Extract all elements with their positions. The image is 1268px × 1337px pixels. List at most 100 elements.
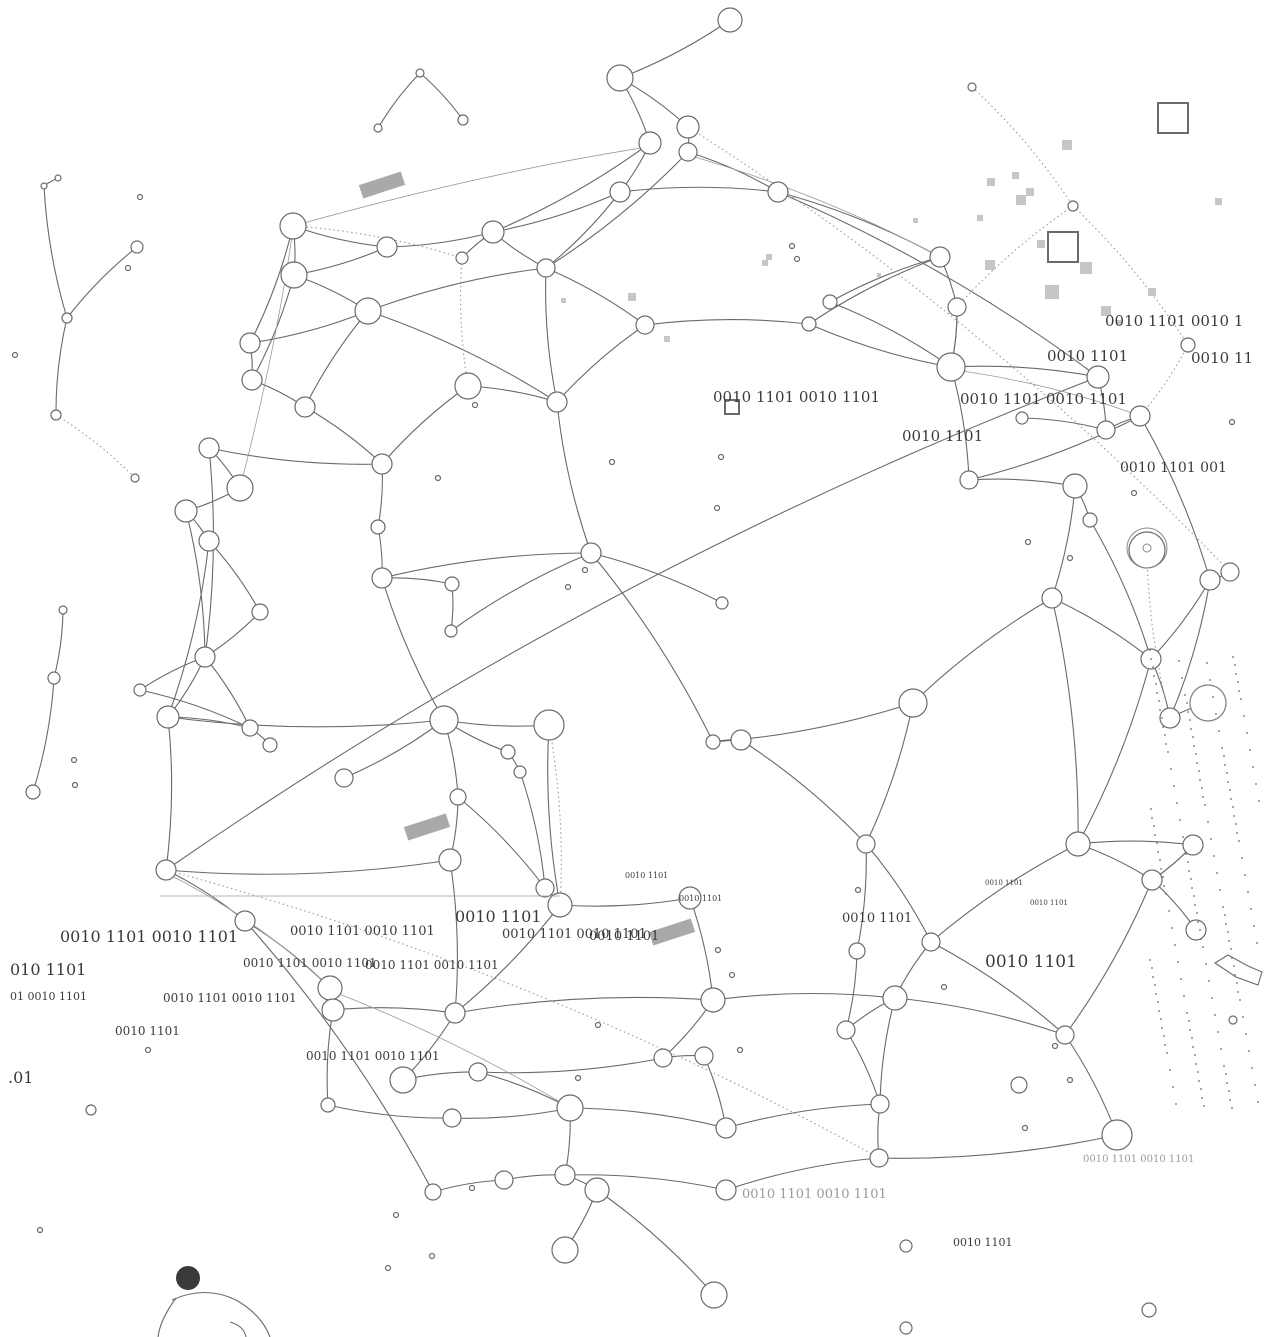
network-node [679, 143, 697, 161]
gray-square [977, 215, 983, 221]
network-node [1066, 832, 1090, 856]
outline-square [1158, 103, 1188, 133]
stipple-dot [1225, 923, 1227, 925]
network-edge [969, 479, 1075, 486]
network-node [857, 835, 875, 853]
network-node [1042, 588, 1062, 608]
network-edge [378, 73, 420, 128]
network-node [335, 769, 353, 787]
stipple-dot [1177, 961, 1179, 963]
stipple-dot [1200, 1088, 1202, 1090]
network-node [937, 353, 965, 381]
network-node [458, 115, 468, 125]
network-node [948, 298, 966, 316]
stipple-dot [1213, 855, 1215, 857]
stipple-dot [1226, 1082, 1228, 1084]
stipple-dot [1207, 821, 1209, 823]
stipple-dot [1250, 908, 1252, 910]
network-node [321, 1098, 335, 1112]
square-layer [160, 103, 1226, 945]
network-node [455, 373, 481, 399]
network-edge [166, 870, 245, 921]
network-edge [688, 152, 778, 192]
speck-node [38, 1228, 43, 1233]
network-edge [444, 720, 549, 726]
network-node [445, 1003, 465, 1023]
speck-node [13, 353, 18, 358]
network-node [922, 933, 940, 951]
network-node [131, 474, 139, 482]
stipple-dot [1151, 817, 1153, 819]
stipple-dot [1227, 931, 1229, 933]
stipple-dot [1199, 779, 1201, 781]
stipple-dot [1186, 1012, 1188, 1014]
binary-label: 0010 1101 0010 1101 [713, 388, 880, 406]
stipple-dot [1230, 798, 1232, 800]
stipple-dot [1234, 664, 1236, 666]
stipple-dot [1160, 1018, 1162, 1020]
network-node [371, 520, 385, 534]
network-edge [455, 997, 713, 1013]
stipple-dot [1194, 904, 1196, 906]
gray-square [664, 336, 670, 342]
network-node [1087, 366, 1109, 388]
network-edge [44, 186, 67, 318]
network-node [62, 313, 72, 323]
network-edge [305, 311, 368, 407]
speck-node [715, 506, 720, 511]
binary-label: 0010 1101 0010 1101 [960, 390, 1127, 408]
network-node [199, 531, 219, 551]
network-node [445, 577, 459, 591]
network-node [280, 213, 306, 239]
network-node [322, 999, 344, 1021]
network-edge [293, 226, 387, 247]
network-node [716, 1180, 736, 1200]
binary-label: 010 1101 [10, 960, 86, 979]
network-node [1102, 1120, 1132, 1150]
network-edge [1052, 598, 1151, 659]
binary-label: 0010 1101 0010 1 [1105, 312, 1243, 330]
stipple-dot [1163, 1035, 1165, 1037]
network-node [1056, 1026, 1074, 1044]
stipple-dot [1197, 921, 1199, 923]
stipple-dot [1236, 982, 1238, 984]
stipple-dot [1235, 673, 1237, 675]
binary-label: 0010 1101 0010 1101 [306, 1049, 440, 1063]
network-edge [570, 1108, 726, 1128]
stipple-dot [1191, 1037, 1193, 1039]
stipple-dot [1149, 649, 1151, 651]
network-node [1221, 563, 1239, 581]
stipple-dot [1180, 978, 1182, 980]
stipple-dot [1217, 1031, 1219, 1033]
speck-node [394, 1213, 399, 1218]
binary-label: 0010 1101 [455, 907, 542, 926]
network-node [552, 1237, 578, 1263]
stipple-dot [1198, 1080, 1200, 1082]
stipple-dot [1154, 834, 1156, 836]
gray-square [987, 178, 995, 186]
stipple-dot [1246, 732, 1248, 734]
network-node [1186, 920, 1206, 940]
binary-label-layer: 0010 1101 0010 1 0010 1101 0010 11 0010 … [8, 312, 1253, 1249]
stipple-dot [1209, 679, 1211, 681]
network-node [59, 606, 67, 614]
binary-label: 0010 1101 [985, 879, 1023, 887]
network-node [416, 69, 424, 77]
stipple-dot [1254, 1084, 1256, 1086]
stipple-dot [1231, 1107, 1233, 1109]
stipple-dot [1156, 842, 1158, 844]
stipple-dot [1159, 709, 1161, 711]
network-node [252, 604, 268, 620]
figure-sketch [158, 1266, 270, 1337]
stipple-dot [1253, 925, 1255, 927]
binary-label: 0010 1101 [115, 1024, 180, 1038]
network-node [557, 1095, 583, 1121]
stipple-dot [1202, 796, 1204, 798]
speck-node [470, 1186, 475, 1191]
network-edge [866, 703, 913, 844]
stipple-dot [1206, 662, 1208, 664]
stipple-dot [1236, 832, 1238, 834]
binary-label: 0010 1101 [625, 871, 668, 880]
stipple-dot [1184, 694, 1186, 696]
